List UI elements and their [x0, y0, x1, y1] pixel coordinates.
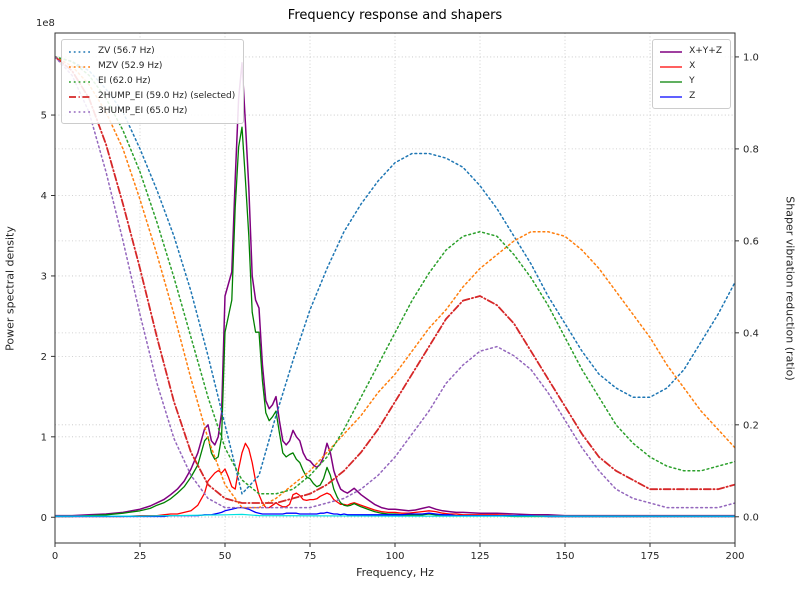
legend-line-sample	[660, 80, 683, 83]
legend-label: 2HUMP_EI (59.0 Hz) (selected)	[98, 91, 236, 101]
legend-label: MZV (52.9 Hz)	[98, 61, 163, 71]
x-axis-label: Frequency, Hz	[356, 566, 434, 579]
svg-text:4: 4	[41, 191, 47, 202]
svg-text:125: 125	[470, 551, 489, 562]
svg-text:50: 50	[219, 551, 232, 562]
legend-line-sample	[69, 80, 91, 83]
legend-item: MZV (52.9 Hz)	[68, 59, 235, 74]
legend-label: Y	[689, 76, 695, 86]
legend-item: 2HUMP_EI (59.0 Hz) (selected)	[68, 89, 235, 104]
svg-text:0.0: 0.0	[743, 512, 759, 523]
svg-text:2: 2	[41, 352, 47, 363]
legend-line-sample	[69, 110, 91, 113]
left-axis-offset-label: 1e8	[36, 18, 55, 29]
svg-text:150: 150	[555, 551, 574, 562]
legend-item: Z	[659, 89, 722, 104]
svg-text:0.4: 0.4	[743, 328, 759, 339]
legend-line-sample	[660, 95, 683, 98]
svg-text:100: 100	[385, 551, 404, 562]
svg-text:0.2: 0.2	[743, 420, 759, 431]
svg-text:0: 0	[52, 551, 58, 562]
legend-item: ZV (56.7 Hz)	[68, 44, 235, 59]
legend-label: Z	[689, 91, 696, 101]
legend-line-sample	[69, 65, 91, 68]
left-axis-label: Power spectral density	[3, 226, 17, 351]
legend-item: 3HUMP_EI (65.0 Hz)	[68, 104, 235, 119]
legend-item: X+Y+Z	[659, 44, 722, 59]
svg-text:5: 5	[41, 111, 47, 122]
legend-line-sample	[69, 50, 91, 53]
legend-item: X	[659, 59, 722, 74]
svg-text:200: 200	[725, 551, 744, 562]
svg-text:75: 75	[304, 551, 317, 562]
svg-text:25: 25	[134, 551, 147, 562]
chart-title: Frequency response and shapers	[287, 8, 503, 23]
legend-label: X	[689, 61, 696, 71]
legend-item: Y	[659, 74, 722, 89]
right-axis-label: Shaper vibration reduction (ratio)	[783, 196, 797, 381]
svg-text:1.0: 1.0	[743, 52, 759, 63]
svg-text:0.6: 0.6	[743, 236, 759, 247]
legend-line-sample	[660, 50, 683, 53]
legend-line-sample	[69, 95, 91, 98]
svg-text:1: 1	[41, 432, 47, 443]
legend-item: EI (62.0 Hz)	[68, 74, 235, 89]
legend-line-sample	[660, 65, 683, 68]
svg-text:175: 175	[640, 551, 659, 562]
axes-legend: X+Y+Z X Y Z	[652, 39, 731, 109]
legend-label: 3HUMP_EI (65.0 Hz)	[98, 106, 188, 116]
legend-label: X+Y+Z	[689, 46, 722, 56]
svg-text:0: 0	[41, 513, 47, 524]
shaper-legend: ZV (56.7 Hz) MZV (52.9 Hz) EI (62.0 Hz) 2HU…	[61, 39, 245, 124]
svg-text:3: 3	[41, 271, 47, 282]
legend-label: EI (62.0 Hz)	[98, 76, 151, 86]
legend-label: ZV (56.7 Hz)	[98, 46, 155, 56]
svg-text:0.8: 0.8	[743, 144, 759, 155]
